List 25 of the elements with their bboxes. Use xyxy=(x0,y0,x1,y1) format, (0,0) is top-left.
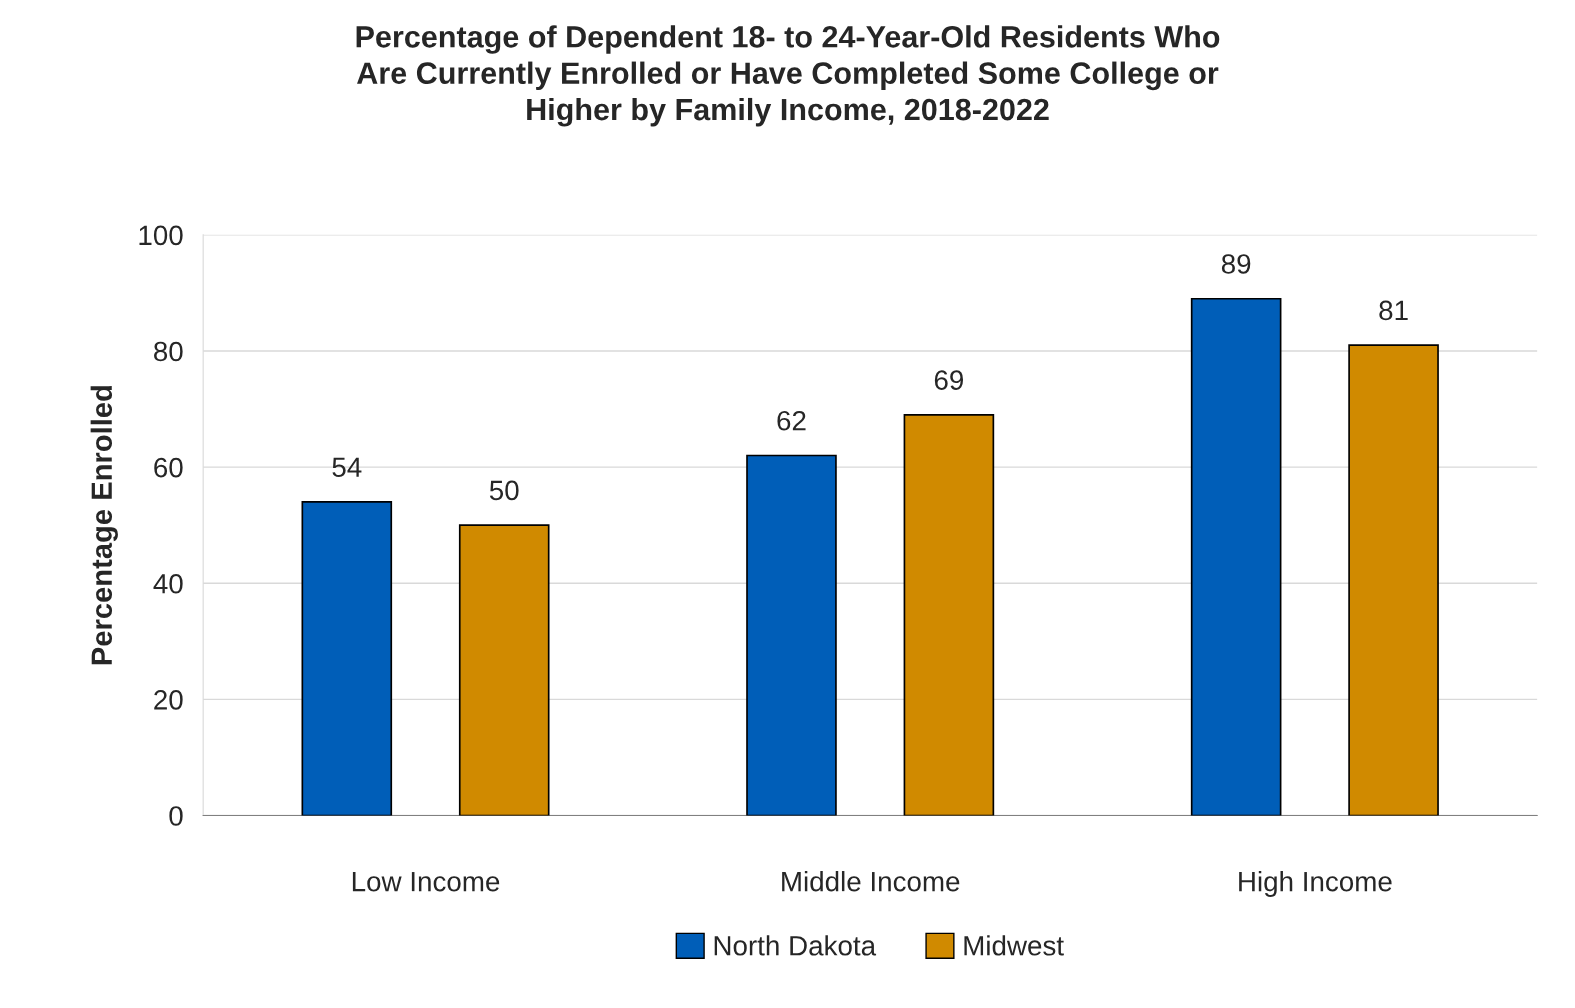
data-label: 89 xyxy=(1221,254,1251,274)
data-label: 81 xyxy=(1379,300,1408,321)
data-label: 54 xyxy=(332,457,362,478)
chart-title: Percentage of Dependent 18- to 24-Year-Old Residents Who Are Currently Enrolled or Have Completed Some College or Higher by Family Income, 2018-2022 xyxy=(356,25,1220,127)
y-tick-label: 100 xyxy=(139,225,183,246)
bar xyxy=(746,454,837,816)
bar xyxy=(458,524,550,816)
x-tick-label: Low Income xyxy=(352,872,500,892)
bar xyxy=(1190,297,1282,816)
y-tick-label: 20 xyxy=(154,690,183,710)
bar xyxy=(301,501,393,816)
legend-label: North Dakota xyxy=(714,935,877,956)
data-label: 69 xyxy=(934,370,964,390)
x-tick-label: High Income xyxy=(1239,871,1392,897)
legend-label: Midwest xyxy=(964,935,1064,956)
bar xyxy=(1348,344,1439,816)
bar xyxy=(903,414,995,816)
data-label: 62 xyxy=(777,410,806,431)
y-tick-label: 80 xyxy=(154,341,183,362)
y-tick-label: 60 xyxy=(154,457,183,478)
y-axis-title: Percentage Enrolled xyxy=(90,386,118,665)
y-tick-label: 40 xyxy=(153,573,183,594)
data-label: 50 xyxy=(489,480,519,501)
x-tick-label: Middle Income xyxy=(782,871,960,892)
y-tick-label: 0 xyxy=(169,806,183,826)
